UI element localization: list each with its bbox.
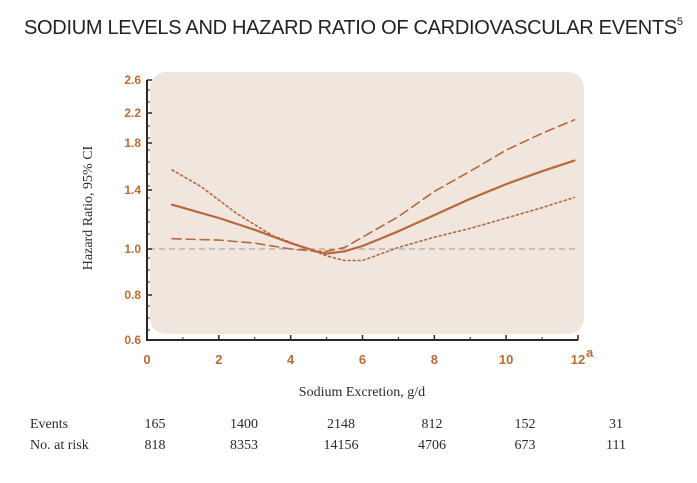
y-tick-label: 2.2 <box>124 106 141 120</box>
series-line-solid <box>171 159 576 255</box>
chart-title-text: SODIUM LEVELS AND HAZARD RATIO OF CARDIO… <box>24 17 677 39</box>
y-tick-label: 1.4 <box>124 183 141 197</box>
chart: 0.6 0.8 1.0 1.4 1.8 2.2 2.6 0 2 4 6 8 10 12 a Sodium Ex… <box>81 72 594 400</box>
risk-row-label: Events <box>30 417 69 432</box>
y-axis-title: Hazard Ratio, 95% CI <box>81 145 96 270</box>
x-tick-label: 6 <box>359 352 366 367</box>
x-tick-label: 8 <box>431 352 438 367</box>
risk-cell: 4706 <box>418 438 446 453</box>
risk-cell: 165 <box>144 417 166 432</box>
y-tick-label: 0.6 <box>124 333 141 347</box>
x-tick-label: 2 <box>215 352 222 367</box>
x-tick-label: 4 <box>287 352 295 367</box>
x-tick-superscript: a <box>586 345 594 360</box>
risk-row-label: No. at risk <box>30 438 89 453</box>
risk-cell: 673 <box>514 438 536 453</box>
risk-cell: 8353 <box>230 438 258 453</box>
chart-title-superscript: 5 <box>676 16 683 28</box>
risk-cell: 111 <box>606 438 626 453</box>
risk-cell: 818 <box>144 438 166 453</box>
series-line-dotted <box>171 169 576 262</box>
risk-cell: 14156 <box>323 438 359 453</box>
y-tick-label: 0.8 <box>124 288 141 302</box>
y-tick-label: 1.8 <box>124 136 141 150</box>
y-tick-label: 2.6 <box>124 73 141 87</box>
risk-cell: 31 <box>609 417 623 432</box>
risk-cell: 2148 <box>327 417 355 432</box>
y-tick-label: 1.0 <box>124 242 141 256</box>
plot-background <box>150 72 584 334</box>
chart-title: SODIUM LEVELS AND HAZARD RATIO OF CARDIO… <box>24 16 683 40</box>
x-tick-label: 12 <box>571 352 585 367</box>
x-tick-label: 10 <box>499 352 513 367</box>
x-tick-label: 0 <box>143 352 150 367</box>
risk-cell: 812 <box>421 417 443 432</box>
series-line-dashed <box>171 119 576 253</box>
risk-cell: 1400 <box>230 417 258 432</box>
x-axis-title: Sodium Excretion, g/d <box>299 385 425 400</box>
risk-cell: 152 <box>514 417 536 432</box>
